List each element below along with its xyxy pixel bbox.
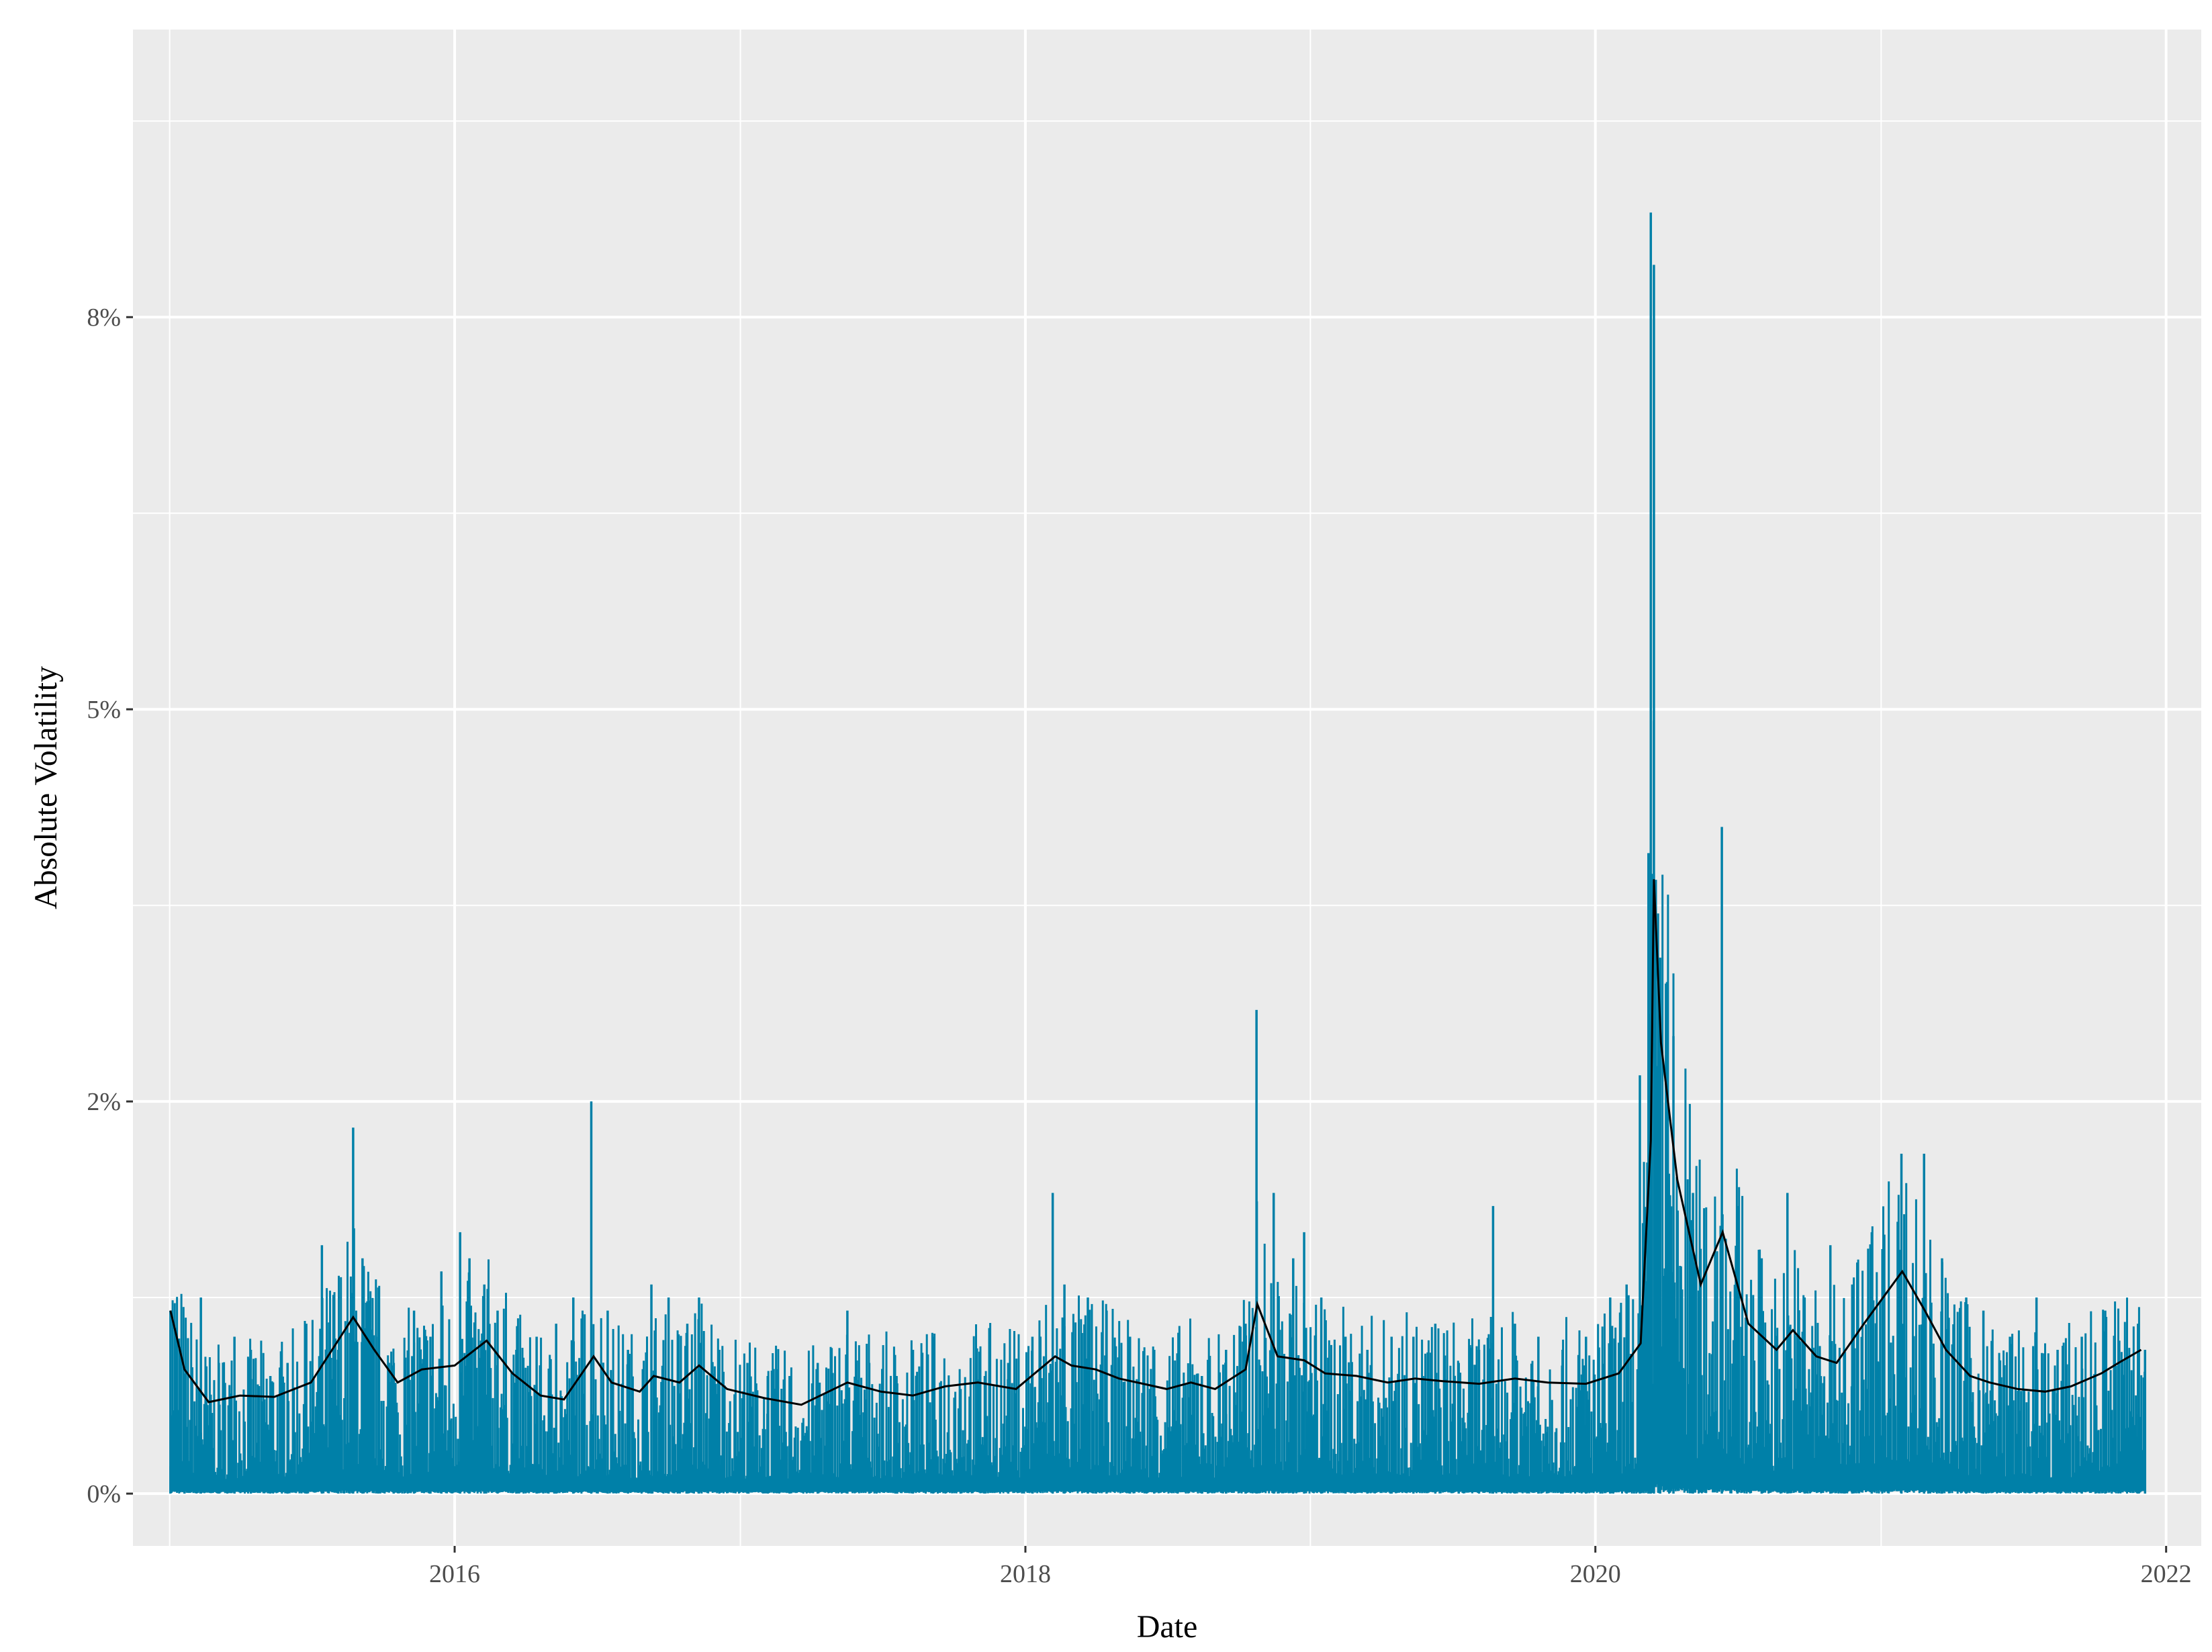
x-tick-label: 2020 bbox=[1570, 1560, 1621, 1588]
x-tick-label: 2016 bbox=[429, 1560, 480, 1588]
x-tick-label: 2018 bbox=[1000, 1560, 1051, 1588]
y-axis-title: Absolute Volatility bbox=[28, 666, 64, 909]
y-tick-label: 5% bbox=[87, 696, 121, 724]
volatility-estimate-line bbox=[169, 879, 2142, 1406]
x-axis-tick-labels: 2016 2018 2020 2022 bbox=[429, 1560, 2192, 1588]
minor-grid bbox=[133, 30, 2201, 1546]
y-axis-tick-labels: 0% 2% 5% 8% bbox=[87, 304, 121, 1508]
major-grid bbox=[133, 30, 2201, 1546]
axis-ticks bbox=[126, 316, 2168, 1553]
y-tick-label: 0% bbox=[87, 1480, 121, 1508]
y-tick-label: 8% bbox=[87, 304, 121, 332]
x-axis-title: Date bbox=[1137, 1609, 1198, 1645]
y-tick-label: 2% bbox=[87, 1088, 121, 1116]
x-tick-label: 2022 bbox=[2141, 1560, 2192, 1588]
absolute-returns-series bbox=[169, 212, 2147, 1494]
